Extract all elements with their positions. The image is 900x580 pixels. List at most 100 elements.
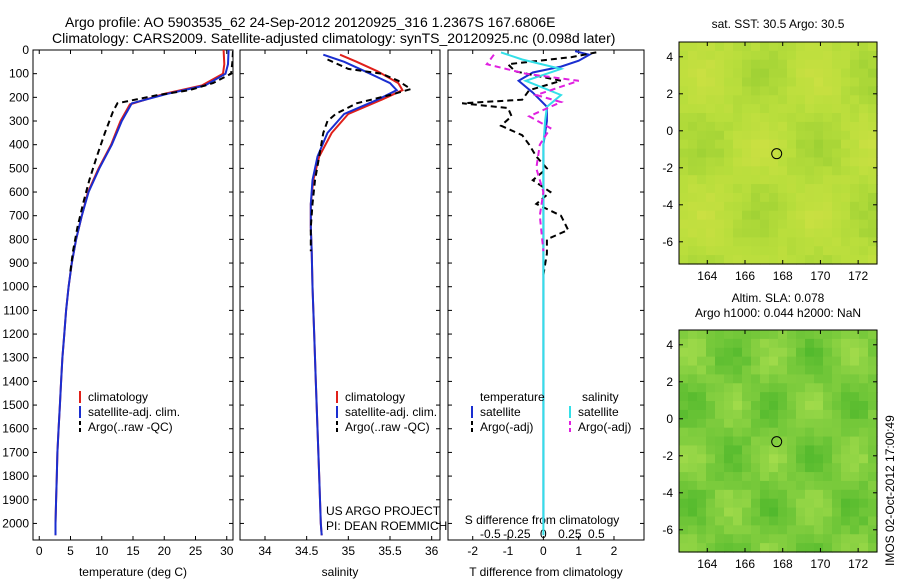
sla-map-cell: [832, 480, 842, 491]
sst-map-cell: [814, 192, 824, 203]
sst-map-cell: [814, 104, 824, 114]
sla-map-cell: [742, 543, 752, 553]
sla-map-cell: [796, 543, 806, 553]
sla-map-cell: [796, 489, 806, 500]
sla-map-cell: [769, 347, 779, 358]
sst-map-cell: [733, 113, 743, 123]
sla-map-cell: [679, 525, 689, 535]
sst-map-cell: [679, 219, 689, 230]
sst-map-cell: [751, 50, 761, 61]
sla-map-cell: [859, 489, 869, 500]
sla-map-cell: [751, 543, 761, 553]
sla-map-cell: [706, 454, 716, 464]
sst-map-cell: [769, 201, 779, 212]
sla-map-cell: [706, 347, 716, 358]
sla-map-cell: [706, 365, 716, 375]
sla-map-cell: [769, 383, 779, 393]
sst-map-cell: [841, 175, 851, 185]
sst-map-xtick-label: 164: [697, 269, 717, 283]
sst-map-cell: [760, 59, 770, 70]
sla-map-cell: [751, 472, 761, 482]
sla-map-cell: [787, 543, 797, 553]
sst-map-cell: [697, 113, 707, 123]
sst-map-cell: [787, 121, 797, 132]
sla-map-cell: [751, 347, 761, 358]
sla-map-cell: [769, 489, 779, 500]
sla-map-cell: [751, 427, 761, 438]
sst-map-cell: [832, 166, 842, 176]
sst-map-cell: [778, 228, 788, 238]
sla-map-cell: [688, 392, 698, 402]
sst-map-cell: [805, 95, 815, 105]
temperature-xtick-label: 10: [95, 544, 109, 558]
sst-map-cell: [832, 237, 842, 247]
sst-map-cell: [679, 68, 689, 79]
sst-map-cell: [697, 121, 707, 132]
sst-map-cell: [778, 95, 788, 105]
sst-map-cell: [868, 157, 878, 167]
sst-map-cell: [850, 166, 860, 176]
sst-map-cell: [706, 42, 716, 52]
sla-map-cell: [742, 525, 752, 535]
sst-map-cell: [832, 148, 842, 159]
sst-map-cell: [841, 113, 851, 123]
sla-map-cell: [760, 507, 770, 518]
sla-map-cell: [832, 392, 842, 402]
sla-map-cell: [868, 330, 878, 340]
sst-map-cell: [832, 255, 842, 265]
sla-map-cell: [832, 454, 842, 464]
sla-map-cell: [868, 365, 878, 375]
sla-map-ytick-label: 2: [666, 375, 673, 389]
sla-map-cell: [778, 534, 788, 544]
sst-map-cell: [697, 228, 707, 238]
sst-map-cell: [796, 77, 806, 87]
sla-map-cell: [841, 498, 851, 509]
sst-map-cell: [742, 246, 752, 256]
sla-map-cell: [778, 480, 788, 491]
sst-map-cell: [850, 210, 860, 221]
sla-map-cell: [724, 525, 734, 535]
sst-map-cell: [706, 104, 716, 114]
sla-map-cell: [706, 401, 716, 411]
sla-map-cell: [814, 330, 824, 340]
sla-map-cell: [832, 498, 842, 509]
sst-map-cell: [760, 192, 770, 203]
temperature-xtick-label: 20: [158, 544, 172, 558]
sla-map-cell: [832, 507, 842, 518]
sst-map-cell: [697, 59, 707, 70]
sst-map-cell: [688, 50, 698, 61]
sla-map-cell: [769, 454, 779, 464]
sst-map-cell: [805, 255, 815, 265]
sla-map-cell: [823, 409, 833, 420]
sla-map-cell: [715, 392, 725, 402]
sst-map-cell: [787, 210, 797, 221]
sla-map-cell: [796, 445, 806, 455]
sla-map-cell: [715, 401, 725, 411]
sst-map-cell: [742, 113, 752, 123]
sst-map-cell: [715, 139, 725, 150]
sla-map-cell: [724, 543, 734, 553]
sst-map-cell: [742, 166, 752, 176]
sst-map-cell: [769, 192, 779, 203]
sst-map-cell: [814, 237, 824, 247]
sst-map-cell: [850, 237, 860, 247]
sst-map-cell: [724, 201, 734, 212]
sla-map-cell: [706, 534, 716, 544]
sst-map-cell: [706, 201, 716, 212]
sla-map-cell: [868, 463, 878, 473]
sla-map-cell: [823, 418, 833, 429]
sla-map-cell: [679, 472, 689, 482]
differences-series-t-argo-adj-: [461, 51, 597, 276]
sst-map-cell: [769, 255, 779, 265]
sst-map-cell: [832, 139, 842, 150]
sla-map-cell: [868, 392, 878, 402]
sst-map-cell: [796, 175, 806, 185]
sst-map-cell: [841, 166, 851, 176]
sla-map-cell: [787, 330, 797, 340]
sla-map-cell: [778, 401, 788, 411]
sst-map-cell: [823, 201, 833, 212]
sla-map-cell: [697, 454, 707, 464]
sla-map-cell: [742, 480, 752, 491]
sla-map-cell: [859, 454, 869, 464]
